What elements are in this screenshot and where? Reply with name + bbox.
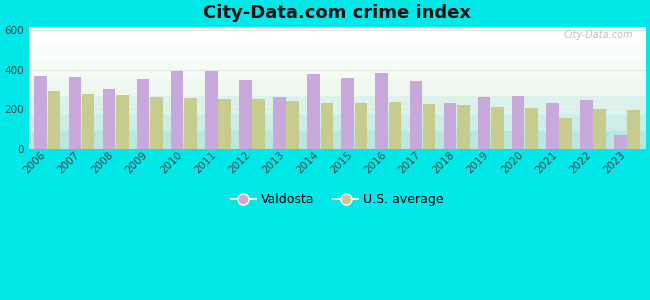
- Bar: [252, 99, 265, 149]
- Bar: [457, 105, 469, 149]
- Bar: [355, 103, 367, 149]
- Bar: [103, 88, 115, 149]
- Bar: [546, 103, 558, 149]
- Bar: [273, 98, 286, 149]
- Bar: [410, 81, 422, 149]
- Bar: [559, 118, 572, 149]
- Bar: [68, 77, 81, 149]
- Bar: [491, 107, 504, 149]
- Bar: [29, 114, 646, 131]
- Bar: [376, 73, 388, 149]
- Bar: [478, 98, 490, 149]
- Bar: [29, 44, 646, 61]
- Bar: [287, 101, 299, 149]
- Bar: [614, 135, 627, 149]
- Bar: [29, 26, 646, 44]
- Bar: [136, 79, 150, 149]
- Bar: [341, 78, 354, 149]
- Bar: [184, 98, 197, 149]
- Bar: [423, 104, 436, 149]
- Bar: [593, 109, 606, 149]
- Bar: [29, 61, 646, 79]
- Bar: [320, 103, 333, 149]
- Bar: [29, 131, 646, 149]
- Bar: [627, 110, 640, 149]
- Bar: [116, 95, 129, 149]
- Title: City-Data.com crime index: City-Data.com crime index: [203, 4, 471, 22]
- Bar: [82, 94, 94, 149]
- Legend: Valdosta, U.S. average: Valdosta, U.S. average: [226, 188, 448, 211]
- Bar: [150, 98, 162, 149]
- Bar: [389, 102, 401, 149]
- Bar: [444, 103, 456, 149]
- Bar: [218, 99, 231, 149]
- Text: City-Data.com: City-Data.com: [564, 30, 634, 40]
- Bar: [580, 100, 593, 149]
- Bar: [171, 71, 183, 149]
- Bar: [29, 96, 646, 114]
- Bar: [205, 71, 218, 149]
- Bar: [29, 79, 646, 96]
- Bar: [34, 76, 47, 149]
- Bar: [525, 108, 538, 149]
- Bar: [307, 74, 320, 149]
- Bar: [512, 97, 525, 149]
- Bar: [47, 91, 60, 149]
- Bar: [239, 80, 252, 149]
